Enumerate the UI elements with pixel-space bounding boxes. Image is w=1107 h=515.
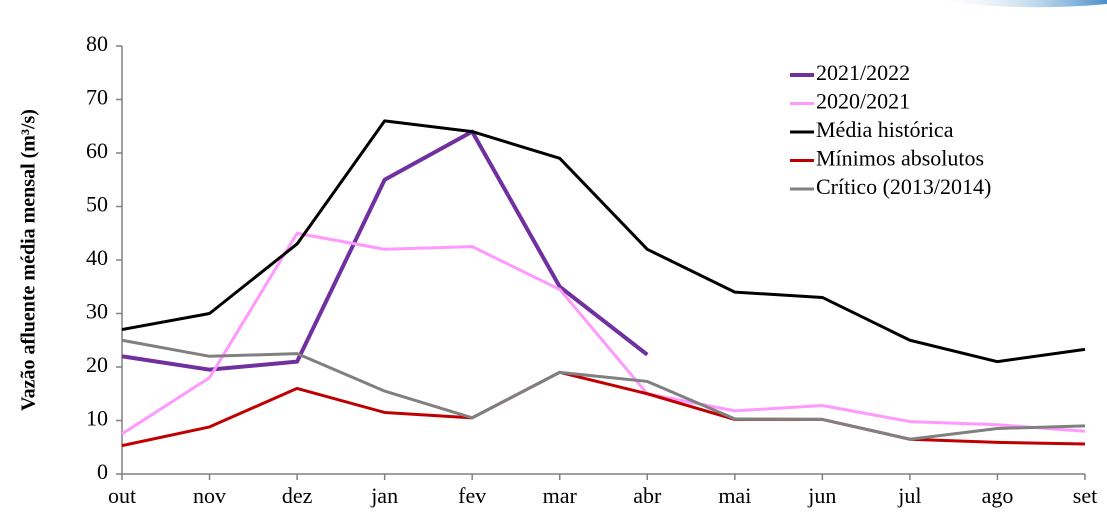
x-tick-label: nov [193, 483, 226, 508]
x-tick-label: out [108, 483, 136, 508]
x-tick-label: jul [897, 483, 921, 508]
series-line [121, 370, 1086, 448]
legend-label: Mínimos absolutos [816, 146, 984, 171]
series-line [121, 338, 1086, 441]
y-tick-label: 20 [86, 352, 108, 377]
series-line [121, 119, 1086, 364]
legend-label: Média histórica [816, 117, 954, 142]
y-tick-label: 70 [86, 85, 108, 110]
x-tick-label: set [1073, 483, 1097, 508]
x-tick-label: fev [458, 483, 486, 508]
y-tick-label: 10 [86, 406, 108, 431]
y-tick-label: 30 [86, 299, 108, 324]
x-tick-label: mar [543, 483, 578, 508]
y-tick-label: 60 [86, 138, 108, 163]
x-tick-label: jan [370, 483, 398, 508]
x-tick-label: dez [282, 483, 313, 508]
y-tick-label: 40 [86, 245, 108, 270]
x-tick-label: ago [982, 483, 1014, 508]
x-tick-label: mai [718, 483, 751, 508]
y-axis-label: Vazão afluente média mensal (m³/s) [18, 109, 40, 411]
series-line [121, 129, 649, 372]
legend-label: 2020/2021 [816, 89, 910, 114]
series-line [121, 231, 1086, 436]
x-tick-label: abr [633, 483, 662, 508]
legend-label: Crítico (2013/2014) [816, 174, 991, 199]
legend-label: 2021/2022 [816, 60, 910, 85]
x-tick-label: jun [807, 483, 836, 508]
y-tick-label: 50 [86, 192, 108, 217]
decoration [930, 0, 1107, 8]
y-tick-label: 80 [86, 31, 108, 56]
y-tick-label: 0 [97, 459, 108, 484]
